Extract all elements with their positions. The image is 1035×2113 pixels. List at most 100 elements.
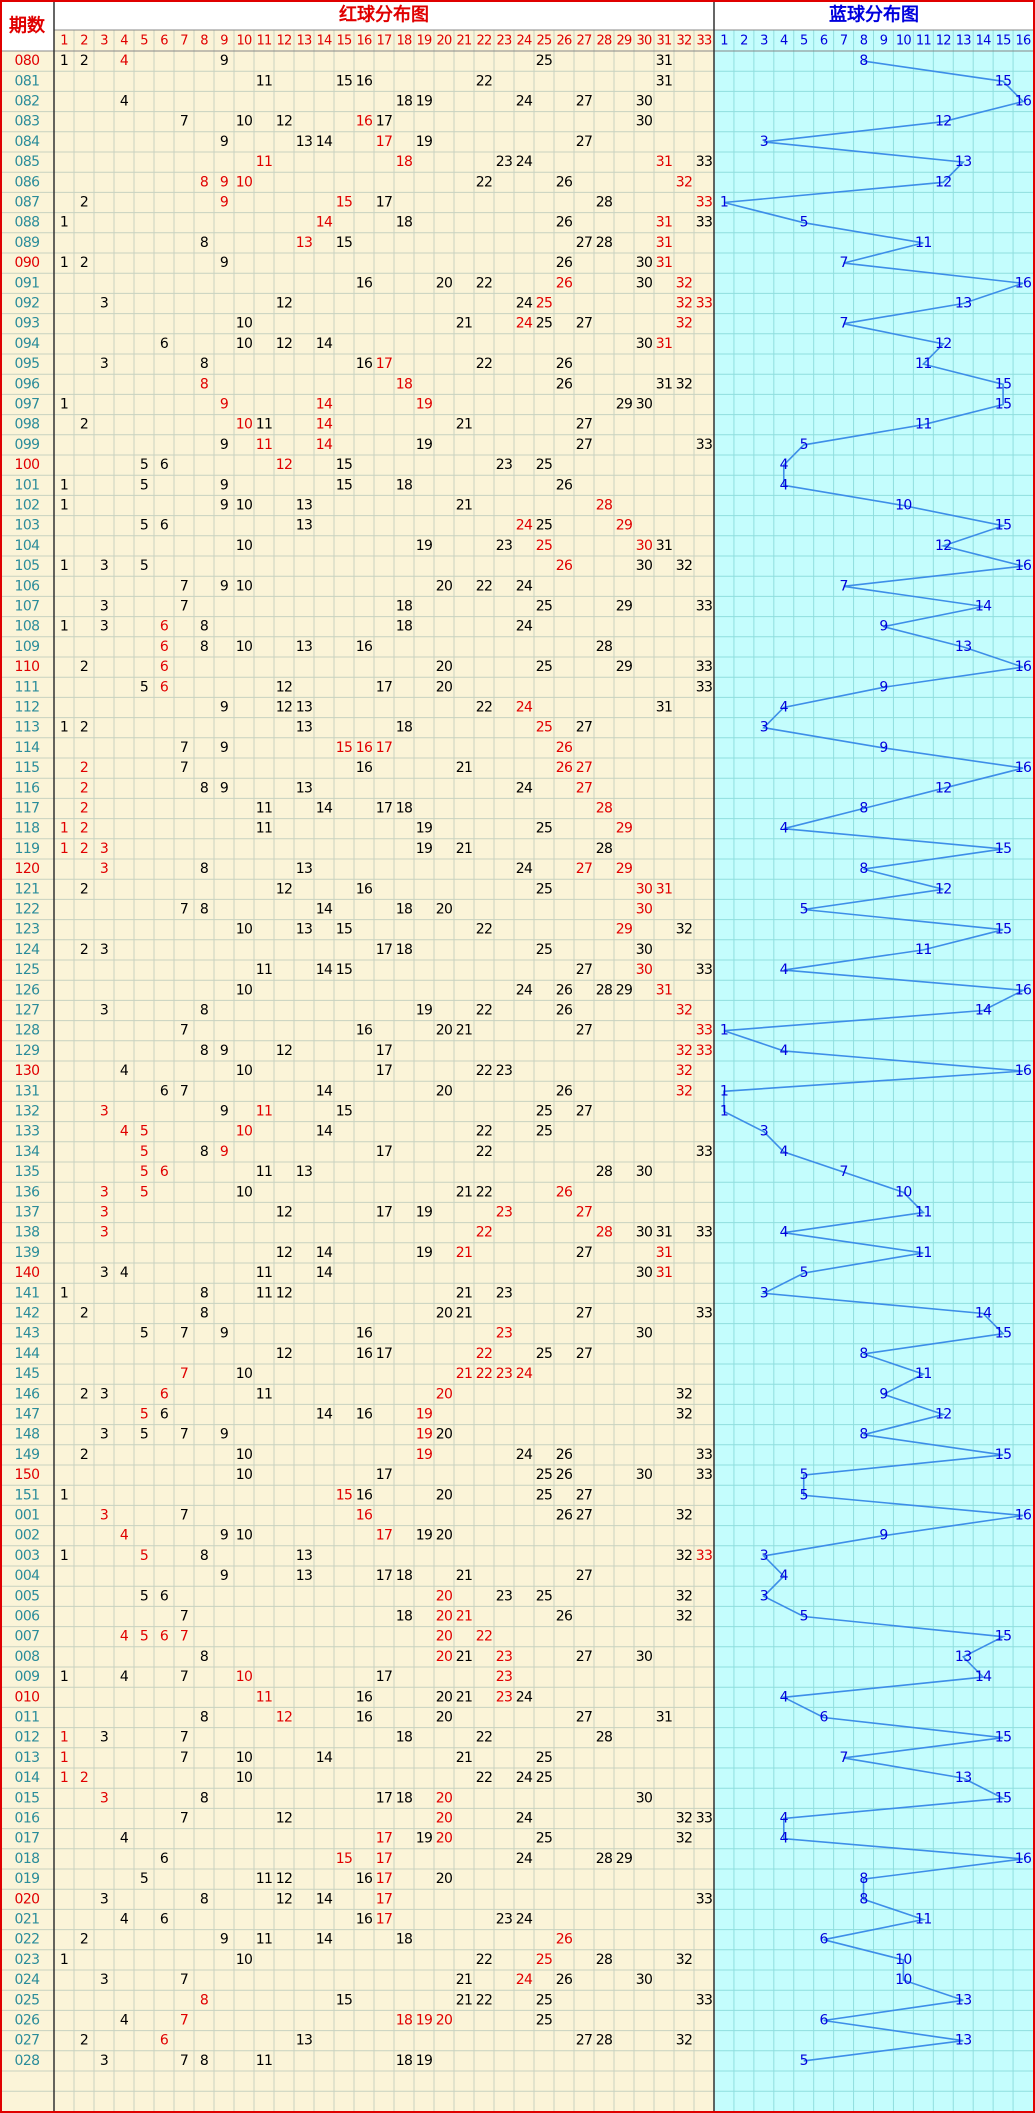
- red-title: 红球分布图: [339, 4, 429, 26]
- period: 128: [15, 1023, 40, 1039]
- period: 122: [15, 902, 40, 918]
- red-ball: 33: [696, 962, 713, 978]
- red-ball: 26: [556, 1467, 573, 1483]
- red-ball: 19: [416, 437, 433, 453]
- blue-ball: 16: [1015, 94, 1032, 110]
- red-ball: 33: [696, 1811, 713, 1827]
- red-ball: 30: [636, 1265, 653, 1281]
- red-ball: 10: [236, 1447, 253, 1463]
- red-ball: 7: [180, 1023, 188, 1039]
- red-ball: 32: [676, 922, 693, 938]
- red-column-label: 14: [317, 34, 332, 49]
- red-ball: 17: [376, 356, 393, 372]
- red-ball: 14: [316, 215, 333, 231]
- red-ball: 3: [100, 1265, 108, 1281]
- red-ball: 21: [456, 316, 473, 332]
- red-ball: 10: [236, 316, 253, 332]
- red-ball: 7: [180, 1629, 188, 1645]
- red-ball: 16: [356, 760, 373, 776]
- red-ball: 15: [336, 1992, 353, 2008]
- period: 123: [15, 922, 40, 938]
- red-ball: 8: [200, 376, 208, 392]
- period: 101: [15, 477, 40, 493]
- red-ball: 25: [536, 1750, 553, 1766]
- red-ball: 5: [140, 1164, 148, 1180]
- red-ball: 7: [180, 114, 188, 130]
- red-ball: 6: [160, 619, 169, 635]
- red-ball: 4: [120, 1528, 129, 1544]
- red-ball: 11: [256, 417, 273, 433]
- red-ball: 8: [200, 780, 208, 796]
- red-ball: 27: [576, 316, 593, 332]
- red-ball: 10: [236, 1952, 253, 1968]
- red-ball: 27: [576, 1104, 593, 1120]
- blue-ball: 13: [955, 296, 972, 312]
- red-ball: 30: [636, 902, 653, 918]
- red-ball: 31: [656, 53, 673, 69]
- red-ball: 5: [140, 1144, 148, 1160]
- red-ball: 18: [396, 376, 413, 392]
- red-ball: 8: [200, 1649, 208, 1665]
- red-ball: 33: [696, 679, 713, 695]
- red-ball: 3: [100, 356, 108, 372]
- labels: 期数 红球分布图 蓝球分布图 1 2 3 4 5 6 7 8 9 10 11 12 13 14 15 16 17…: [9, 4, 1033, 2069]
- blue-ball: 3: [760, 1548, 768, 1564]
- period: 132: [15, 1104, 40, 1120]
- period: 018: [15, 1851, 40, 1867]
- red-ball: 2: [80, 801, 88, 817]
- red-ball: 20: [436, 659, 453, 675]
- red-ball: 2: [80, 1932, 88, 1948]
- period: 136: [15, 1184, 41, 1200]
- blue-trend: [723, 60, 1026, 2062]
- red-ball: 18: [396, 94, 413, 110]
- red-ball: 22: [476, 1063, 493, 1079]
- red-ball: 21: [456, 1649, 473, 1665]
- red-ball: 10: [236, 578, 253, 594]
- red-ball: 25: [536, 1346, 553, 1362]
- blue-ball: 4: [780, 457, 789, 473]
- red-ball: 13: [296, 780, 313, 796]
- red-column-label: 30: [637, 34, 652, 49]
- blue-ball: 15: [995, 1790, 1012, 1806]
- red-ball: 12: [276, 1891, 293, 1907]
- red-ball: 26: [556, 740, 573, 756]
- red-ball: 10: [236, 922, 253, 938]
- red-ball: 22: [476, 73, 493, 89]
- blue-ball: 3: [760, 1124, 768, 1140]
- red-ball: 22: [476, 356, 493, 372]
- red-ball: 24: [516, 1851, 533, 1867]
- red-ball: 27: [576, 861, 593, 877]
- red-ball: 19: [416, 2053, 433, 2069]
- period: 121: [15, 881, 40, 897]
- red-ball: 24: [516, 578, 533, 594]
- blue-ball: 16: [1015, 558, 1032, 574]
- red-ball: 32: [676, 1386, 693, 1402]
- red-ball: 2: [80, 821, 88, 837]
- blue-ball: 12: [935, 1407, 952, 1423]
- red-ball: 22: [476, 174, 493, 190]
- red-ball: 31: [656, 538, 673, 554]
- red-ball: 3: [100, 1508, 108, 1524]
- red-ball: 23: [496, 1689, 513, 1705]
- period: 126: [15, 982, 41, 998]
- blue-ball: 1: [720, 1083, 728, 1099]
- red-ball: 14: [316, 1407, 333, 1423]
- red-ball: 8: [200, 861, 208, 877]
- red-ball: 13: [296, 518, 313, 534]
- blue-ball: 1: [720, 1023, 728, 1039]
- red-ball: 27: [576, 1568, 593, 1584]
- red-ball: 30: [636, 1225, 653, 1241]
- red-ball: 4: [120, 1669, 129, 1685]
- period: 005: [15, 1588, 40, 1604]
- red-ball: 7: [180, 1730, 188, 1746]
- red-ball: 23: [496, 1588, 513, 1604]
- red-ball: 13: [296, 134, 313, 150]
- red-ball: 26: [556, 1972, 573, 1988]
- red-ball: 6: [160, 518, 169, 534]
- blue-ball: 5: [800, 2053, 808, 2069]
- red-ball: 8: [200, 235, 208, 251]
- red-ball: 32: [676, 275, 693, 291]
- red-ball: 8: [200, 1003, 208, 1019]
- red-column-label: 21: [457, 34, 472, 49]
